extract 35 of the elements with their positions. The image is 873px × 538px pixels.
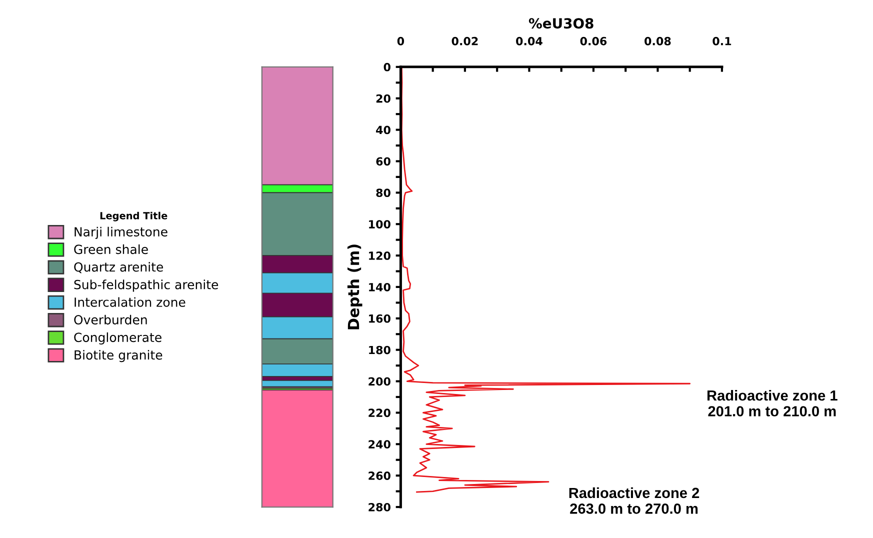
y-axis-title: Depth (m) bbox=[347, 244, 362, 330]
x-tick-label: 0.02 bbox=[452, 36, 478, 46]
y-tick-label: 160 bbox=[369, 314, 390, 323]
bar bbox=[262, 380, 333, 388]
legend-label: Intercalation zone bbox=[74, 297, 186, 307]
y-tick-label: 220 bbox=[368, 408, 390, 418]
y-tick-label: 20 bbox=[376, 94, 390, 103]
legend-label: Green shale bbox=[74, 244, 148, 254]
y-tick-label: 80 bbox=[376, 188, 390, 198]
legend-label: Conglomerate bbox=[74, 332, 162, 345]
legend-title: Legend Title bbox=[100, 212, 168, 222]
legend-label: Overburden bbox=[74, 314, 147, 324]
legend-label: Sub-feldspathic arenite bbox=[74, 280, 218, 292]
annotation: Radioactive zone 1 201.0 m to 210.0 m bbox=[707, 390, 838, 416]
legend-label: Biotite granite bbox=[74, 350, 162, 362]
x-tick-label: 0.06 bbox=[580, 36, 607, 46]
y-tick-label: 40 bbox=[376, 126, 390, 134]
y-tick-label: 200 bbox=[368, 377, 390, 386]
x-axis-title: %eU3O8 bbox=[528, 18, 594, 29]
x-tick-label: 0.08 bbox=[644, 36, 671, 46]
y-tick-label: 60 bbox=[376, 157, 390, 166]
legend-label: Quartz arenite bbox=[74, 262, 163, 274]
y-tick-label: 0 bbox=[384, 62, 390, 72]
x-tick-label: 0.04 bbox=[516, 36, 542, 46]
x-tick-label: 0.1 bbox=[712, 36, 732, 46]
y-tick-label: 140 bbox=[369, 282, 390, 292]
y-tick-label: 240 bbox=[368, 440, 390, 449]
legend-label: Narji limestone bbox=[74, 226, 168, 239]
annotation: Radioactive zone 2 263.0 m to 270.0 m bbox=[569, 487, 700, 514]
y-tick-label: 260 bbox=[368, 472, 390, 480]
x-tick-label: 0 bbox=[397, 36, 404, 46]
y-tick-label: 280 bbox=[368, 502, 390, 512]
y-tick-label: 100 bbox=[369, 220, 390, 228]
y-tick-label: 180 bbox=[369, 346, 390, 354]
y-tick-label: 120 bbox=[369, 252, 390, 260]
